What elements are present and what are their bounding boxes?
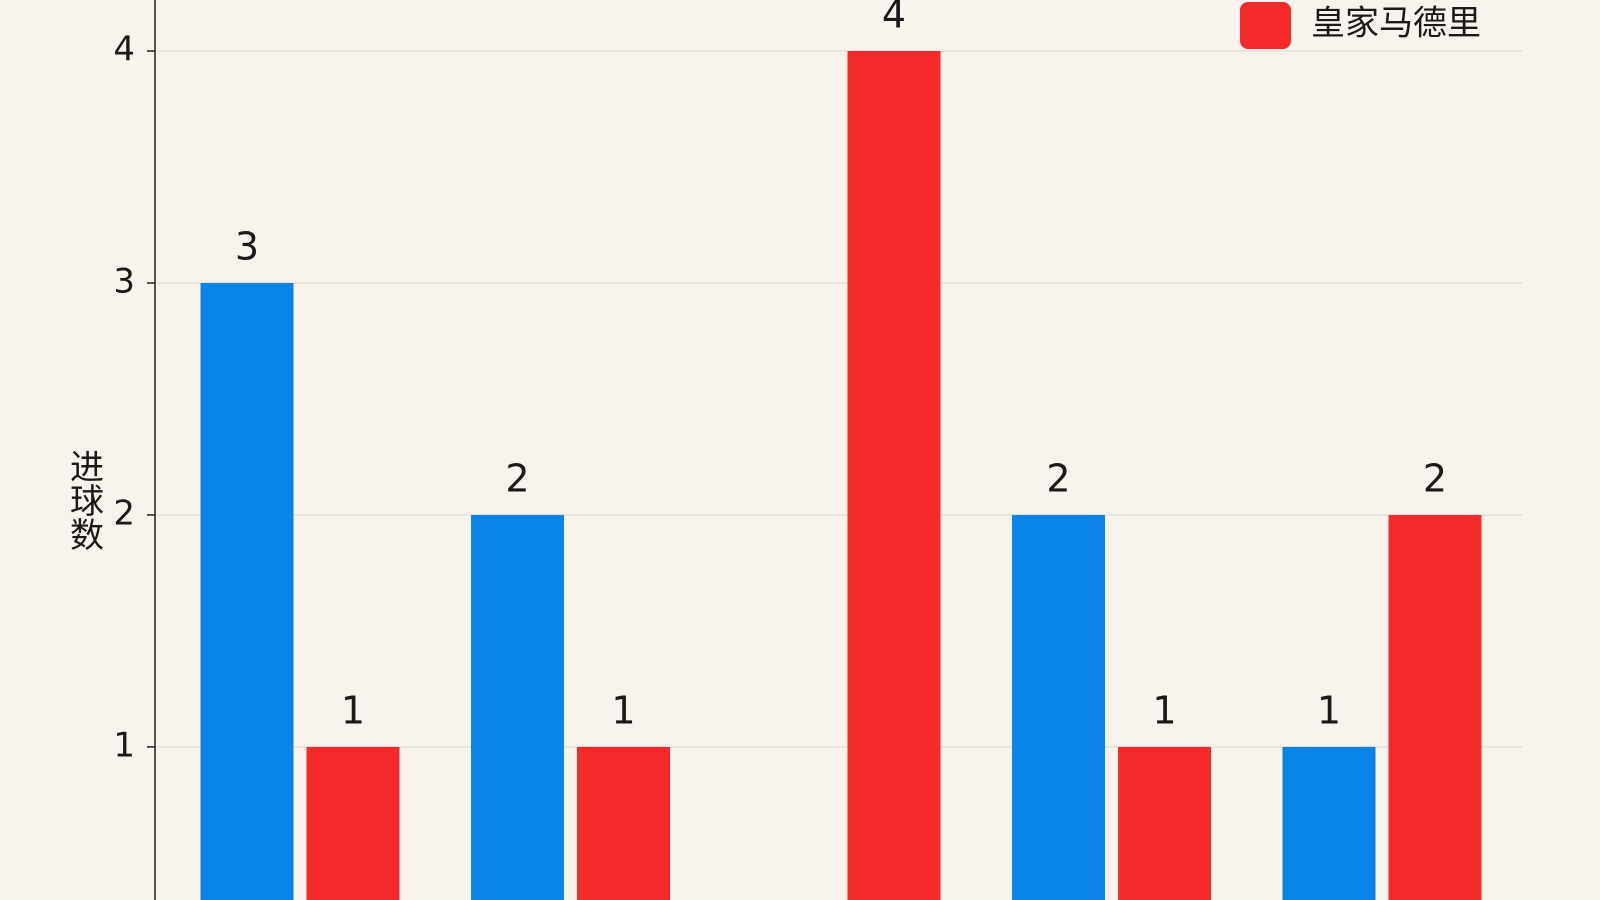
bar bbox=[1282, 746, 1376, 900]
data-label: 1 bbox=[1317, 688, 1341, 732]
data-label: 2 bbox=[1423, 456, 1447, 500]
data-label: 1 bbox=[341, 688, 365, 732]
y-axis-label: 进球数 bbox=[64, 449, 104, 551]
data-label: 2 bbox=[1046, 456, 1070, 500]
data-label: 2 bbox=[505, 456, 529, 500]
bar bbox=[847, 51, 941, 900]
y-tick-label: 2 bbox=[113, 493, 135, 533]
data-label: 1 bbox=[1152, 688, 1176, 732]
bar bbox=[577, 746, 670, 900]
legend-swatch bbox=[1240, 2, 1291, 49]
bar bbox=[200, 282, 294, 900]
legend-label: 皇家马德里 bbox=[1311, 4, 1481, 44]
data-label: 3 bbox=[235, 224, 259, 268]
data-label: 1 bbox=[611, 688, 635, 732]
y-tick-label: 1 bbox=[113, 725, 135, 765]
bar bbox=[1012, 514, 1105, 900]
y-tick-label: 3 bbox=[113, 261, 135, 301]
data-label: 4 bbox=[882, 0, 906, 37]
bar bbox=[1388, 514, 1482, 900]
y-tick-label: 4 bbox=[113, 30, 135, 70]
bar bbox=[471, 514, 564, 900]
bar bbox=[306, 746, 400, 900]
bar bbox=[1118, 746, 1211, 900]
